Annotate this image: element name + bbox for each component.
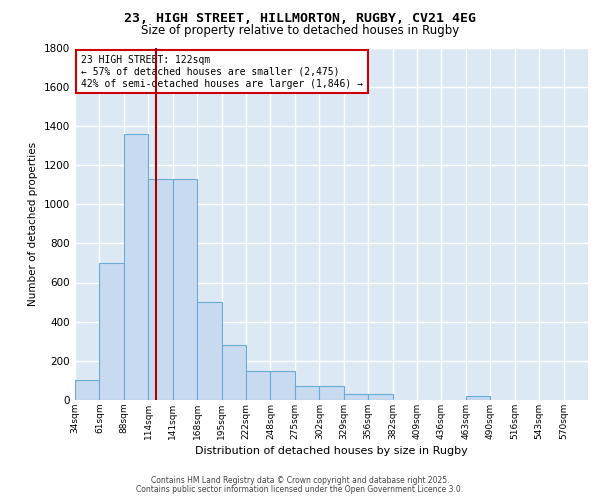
Bar [319,386,344,400]
Bar [221,345,246,400]
Text: Contains HM Land Registry data © Crown copyright and database right 2025.: Contains HM Land Registry data © Crown c… [151,476,449,485]
Text: Contains public sector information licensed under the Open Government Licence 3.: Contains public sector information licen… [136,485,464,494]
Bar [344,394,368,400]
Bar [100,263,124,400]
Text: 23, HIGH STREET, HILLMORTON, RUGBY, CV21 4EG: 23, HIGH STREET, HILLMORTON, RUGBY, CV21… [124,12,476,26]
Bar [75,380,100,400]
Y-axis label: Number of detached properties: Number of detached properties [28,142,38,306]
Bar [148,178,173,400]
Bar [368,394,392,400]
Bar [271,370,295,400]
Text: Size of property relative to detached houses in Rugby: Size of property relative to detached ho… [141,24,459,37]
Bar [197,302,221,400]
Bar [246,370,271,400]
Bar [295,386,319,400]
Bar [173,178,197,400]
Bar [124,134,148,400]
X-axis label: Distribution of detached houses by size in Rugby: Distribution of detached houses by size … [195,446,468,456]
Bar [466,396,490,400]
Text: 23 HIGH STREET: 122sqm
← 57% of detached houses are smaller (2,475)
42% of semi-: 23 HIGH STREET: 122sqm ← 57% of detached… [81,56,363,88]
